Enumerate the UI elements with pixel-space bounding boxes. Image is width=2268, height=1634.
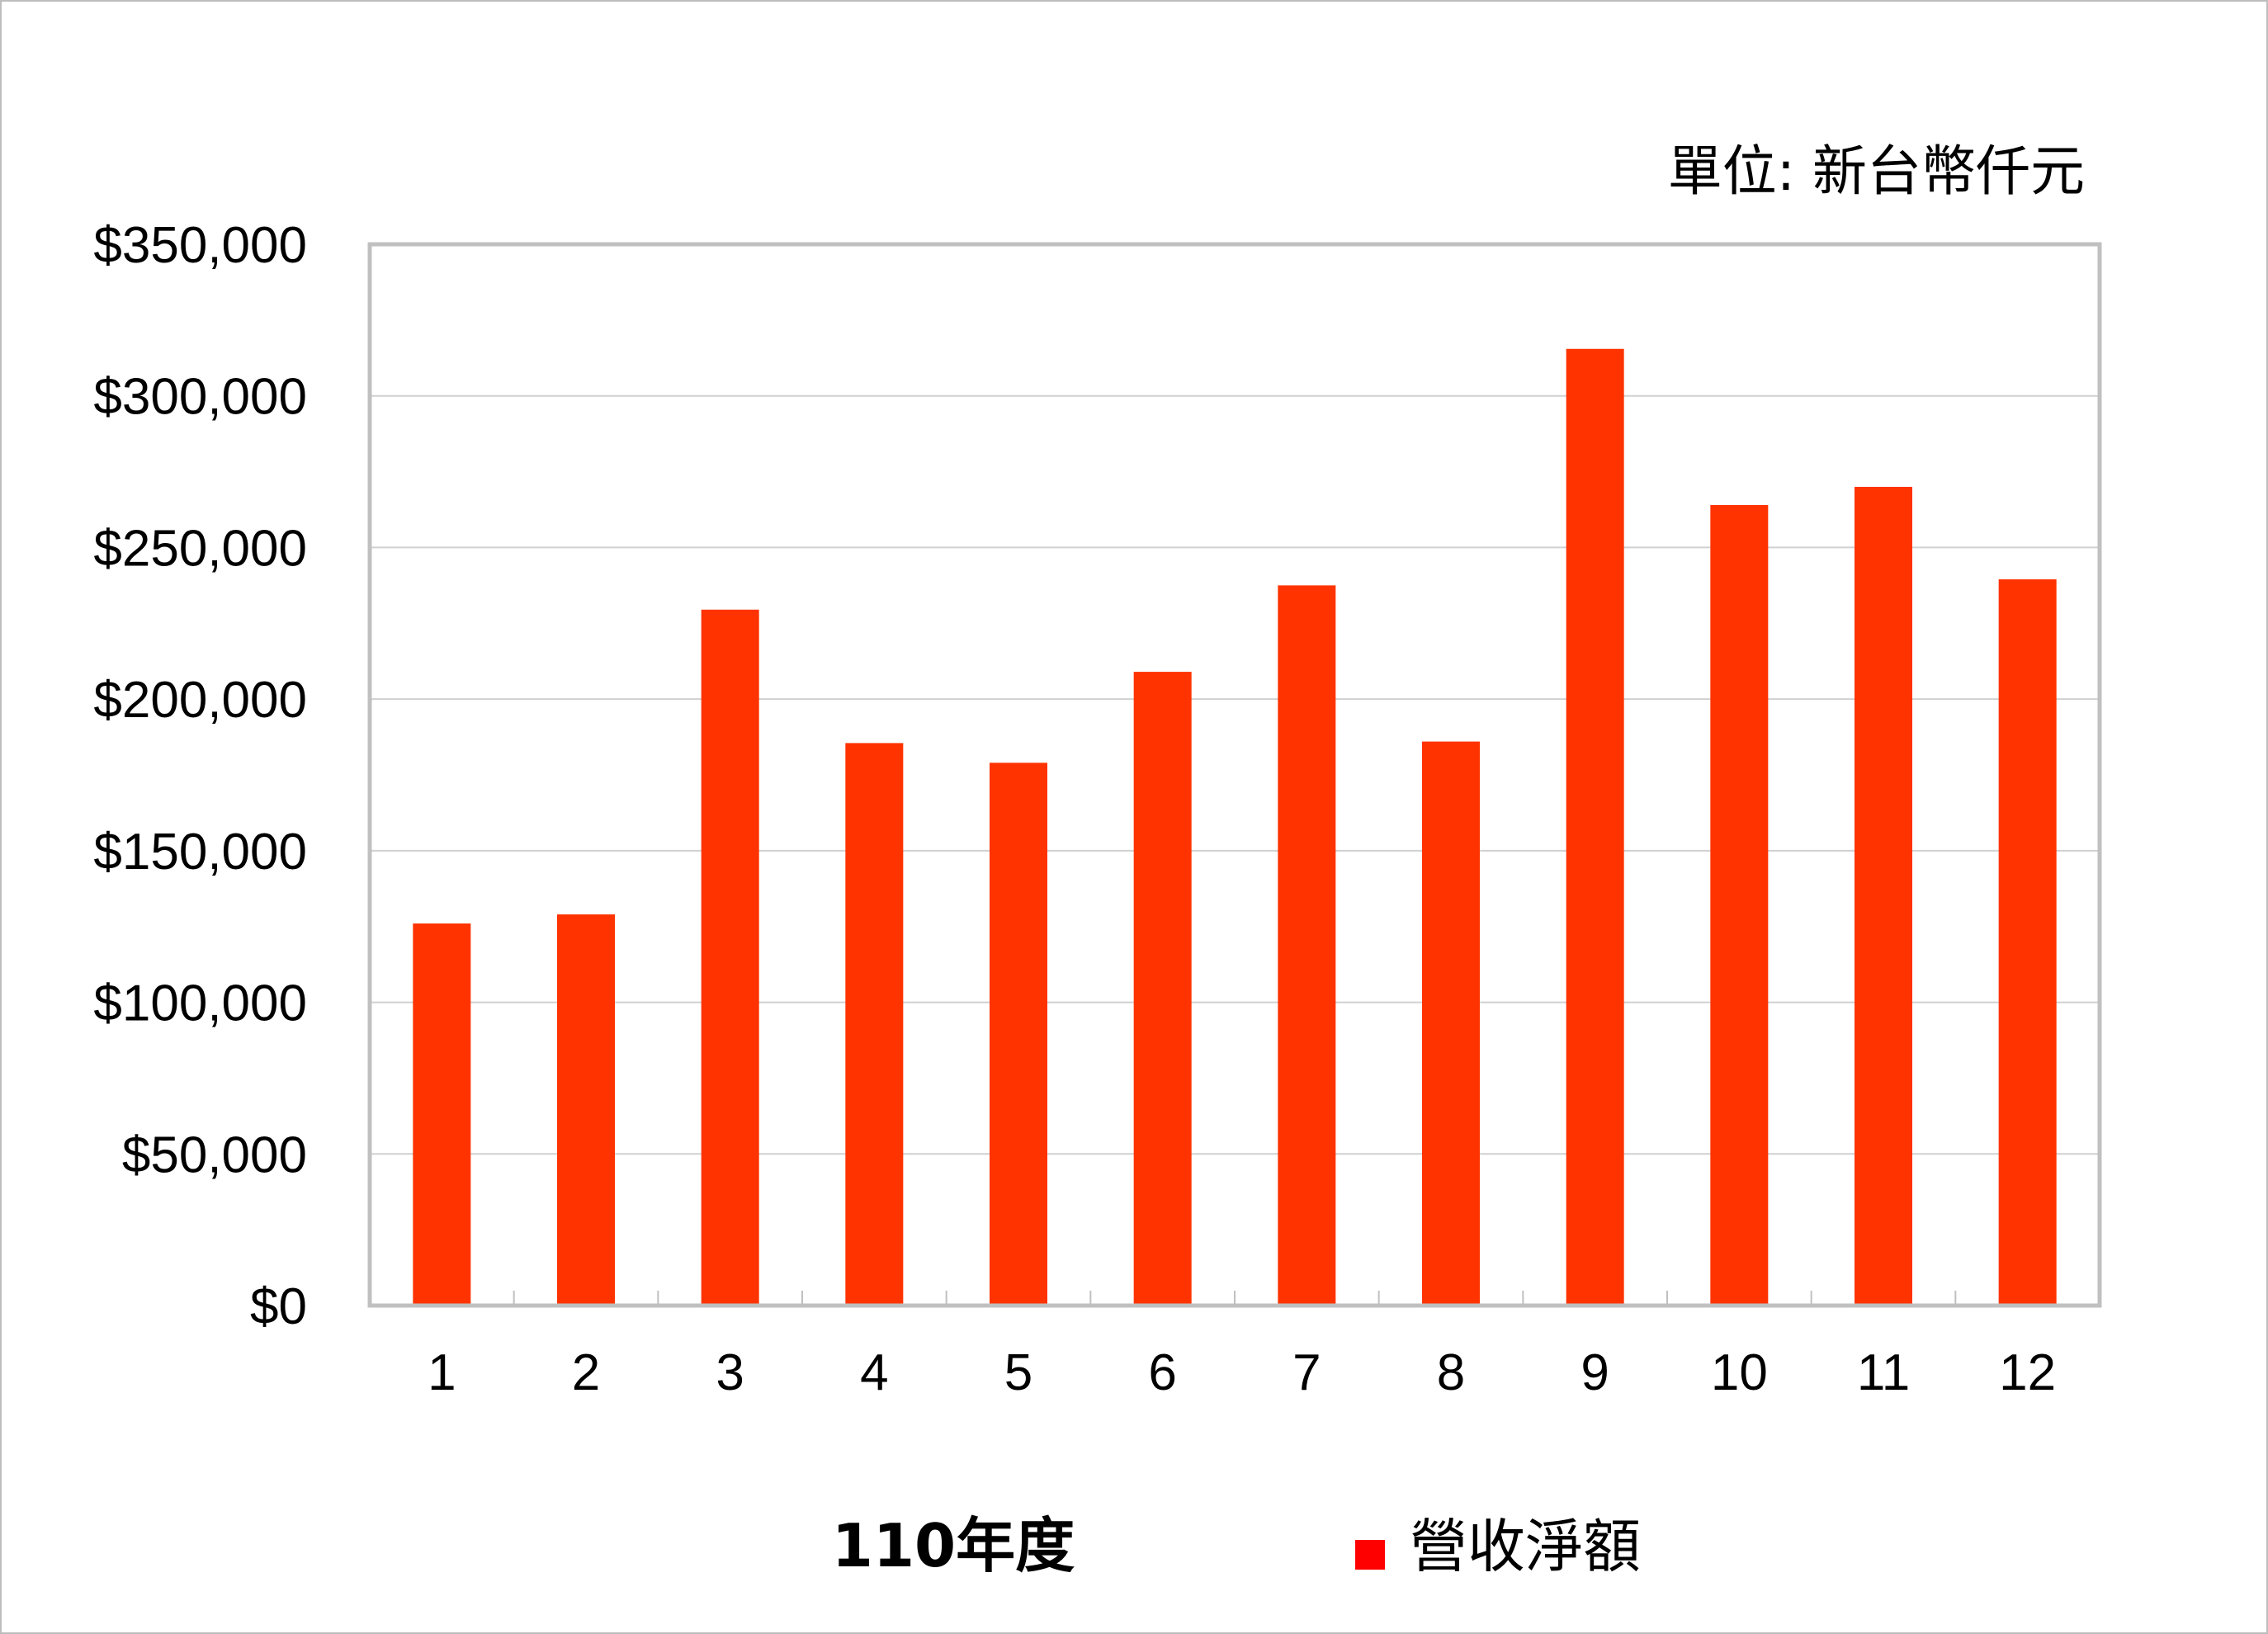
y-tick-label: $350,000 (93, 217, 307, 274)
gridlines (370, 394, 2100, 1155)
x-axis-tick-labels: 1 2 3 4 5 6 7 8 9 10 11 12 (428, 1344, 2056, 1401)
y-tick-label: $100,000 (93, 975, 307, 1032)
unit-note: 單位: 新台幣仟元 (1668, 139, 2085, 203)
bar (1133, 672, 1192, 1306)
plot-area-frame (367, 242, 2102, 1308)
y-tick-label: $300,000 (93, 369, 307, 426)
bars (413, 348, 2057, 1306)
bar (1422, 741, 1480, 1306)
y-tick-label: $150,000 (93, 824, 307, 881)
bar (1278, 585, 1336, 1306)
x-axis-title: 110年度 (832, 1511, 1075, 1580)
bar (845, 743, 904, 1306)
x-tick-label: 8 (1437, 1344, 1465, 1401)
x-tick-label: 5 (1004, 1344, 1032, 1401)
x-tick-label: 1 (428, 1344, 456, 1401)
x-tick-label: 9 (1581, 1344, 1609, 1401)
y-tick-label: $50,000 (122, 1126, 307, 1183)
x-tick-label: 2 (572, 1344, 600, 1401)
bar (701, 609, 759, 1306)
y-axis-tick-labels: $0 $50,000 $100,000 $150,000 $200,000 $250,00… (93, 217, 307, 1335)
bar (990, 763, 1047, 1306)
bar (1710, 504, 1769, 1306)
x-tick-label: 7 (1292, 1344, 1321, 1401)
legend: 營收淨額 (1355, 1513, 1641, 1580)
bar (557, 914, 615, 1306)
x-axis-tick-marks (513, 1291, 1957, 1306)
bar (1855, 486, 1912, 1306)
y-tick-label: $200,000 (93, 672, 307, 729)
legend-label: 營收淨額 (1410, 1513, 1641, 1580)
x-tick-label: 4 (860, 1344, 888, 1401)
bar (413, 923, 471, 1306)
legend-swatch (1355, 1540, 1385, 1570)
y-tick-label: $0 (250, 1278, 307, 1335)
x-tick-label: 6 (1148, 1344, 1176, 1401)
bar (1566, 348, 1624, 1306)
bar (1998, 579, 2057, 1306)
y-tick-label: $250,000 (93, 520, 307, 577)
x-tick-label: 10 (1711, 1344, 1768, 1401)
x-tick-label: 3 (716, 1344, 744, 1401)
x-tick-label: 12 (1999, 1344, 2056, 1401)
x-tick-label: 11 (1857, 1344, 1910, 1401)
